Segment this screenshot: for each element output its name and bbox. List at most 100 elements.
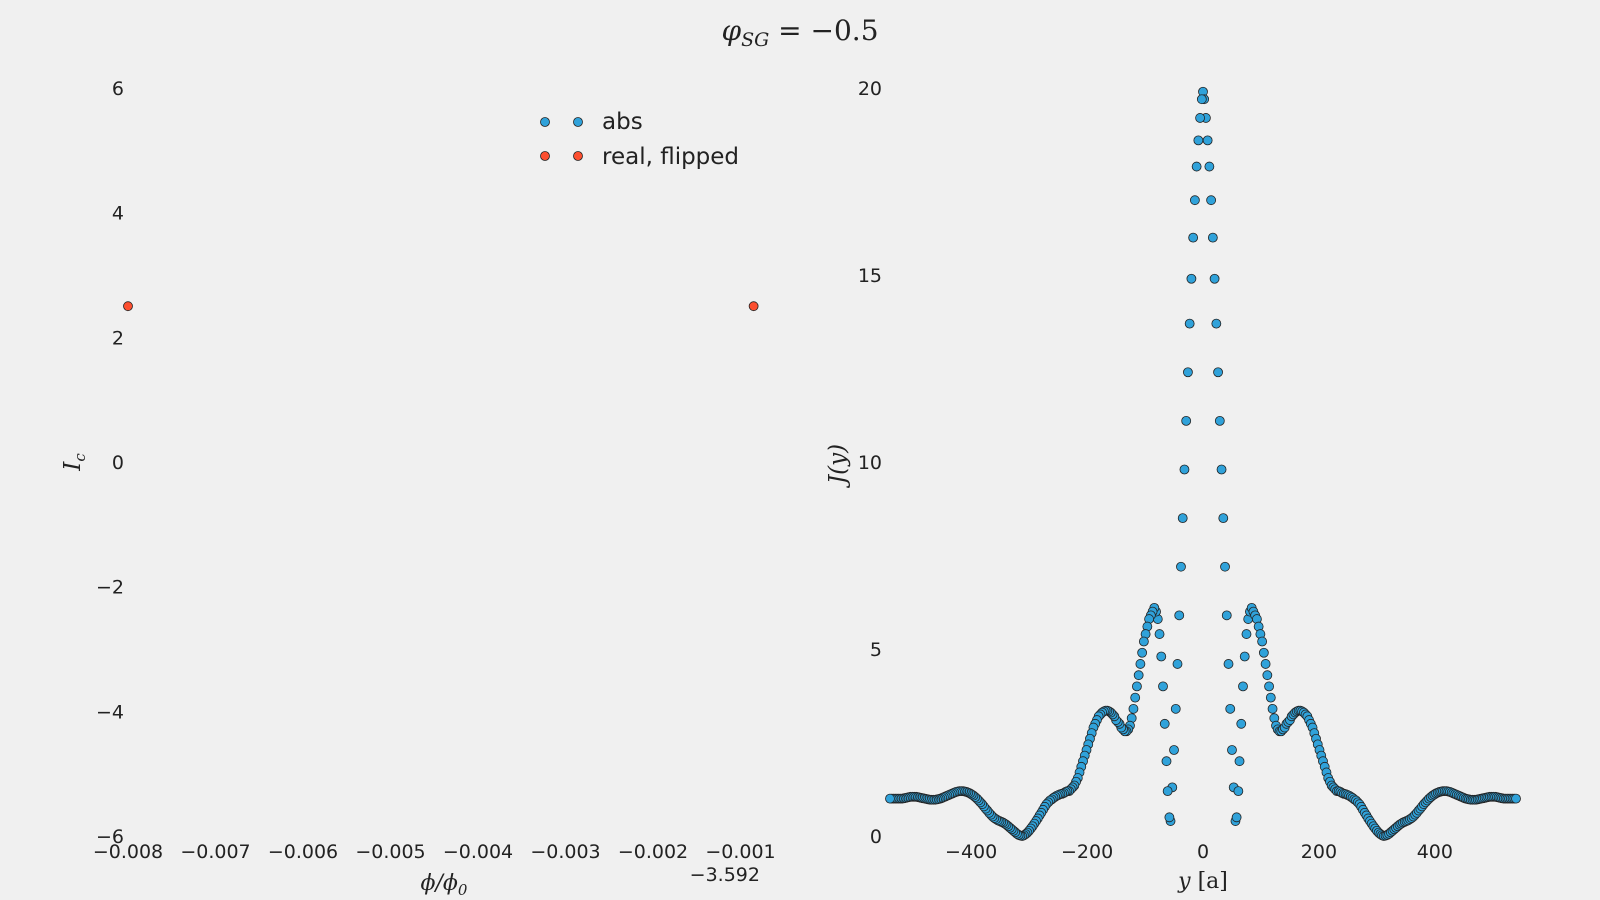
left-y-axis-label-main: I xyxy=(60,461,86,472)
right-data-point xyxy=(1223,659,1234,669)
right-data-point xyxy=(1209,273,1220,284)
right-x-axis-label-rest: [a] xyxy=(1191,869,1228,894)
right-data-point xyxy=(1128,703,1139,714)
right-data-point xyxy=(1138,636,1149,647)
right-data-point xyxy=(1262,670,1273,681)
title-main: φ xyxy=(721,14,741,47)
right-data-point xyxy=(1162,786,1173,797)
legend-label-abs: abs xyxy=(602,109,643,135)
left-y-tick-label: 0 xyxy=(112,452,124,474)
right-data-point xyxy=(1170,703,1181,714)
title-sub: SG xyxy=(741,29,769,51)
right-data-point xyxy=(1231,812,1242,823)
right-data-point xyxy=(1191,161,1202,172)
left-y-tick-labels: 6 4 2 0 −2 −4 −6 xyxy=(96,78,124,848)
right-data-point xyxy=(1132,681,1142,692)
left-x-axis-label-main: ϕ/ϕ xyxy=(421,871,458,896)
right-data-point xyxy=(1186,273,1197,284)
right-data-point xyxy=(1236,718,1247,729)
left-x-tick-label: −0.005 xyxy=(355,841,425,863)
left-x-tick-label: −0.007 xyxy=(180,841,250,863)
right-data-point xyxy=(1158,681,1168,692)
left-x-tick-label: −0.004 xyxy=(443,841,513,863)
right-data-point xyxy=(1161,756,1172,767)
left-x-axis-label-sub: 0 xyxy=(458,881,468,899)
right-data-point xyxy=(1181,415,1192,426)
right-y-tick-label: 0 xyxy=(870,826,882,848)
right-data-point xyxy=(1211,318,1222,329)
left-x-axis-label: ϕ/ϕ0 xyxy=(421,871,468,899)
right-chart: 0 5 10 15 20 −400 −200 0 200 400 y [a] J(y) xyxy=(825,78,1521,894)
legend-marker-abs-2 xyxy=(573,117,583,127)
right-data-point xyxy=(1196,94,1207,105)
right-x-tick-label: 0 xyxy=(1197,841,1209,863)
left-x-tick-label: −0.002 xyxy=(618,841,688,863)
right-data-point xyxy=(1130,692,1141,703)
left-x-tick-label: −0.001 xyxy=(705,841,775,863)
right-y-tick-label: 15 xyxy=(858,265,882,287)
legend-entry-real-flipped: real, flipped xyxy=(540,144,739,170)
right-x-tick-labels: −400 −200 0 200 400 xyxy=(945,841,1453,863)
right-x-axis-label-main: y xyxy=(1177,869,1191,894)
right-x-tick-label: 200 xyxy=(1301,841,1337,863)
right-data-point xyxy=(1202,135,1213,146)
left-y-tick-label: 2 xyxy=(112,327,124,349)
right-data-point xyxy=(1154,629,1165,639)
right-data-point xyxy=(1183,367,1193,378)
left-data-point xyxy=(123,301,133,312)
left-y-tick-label: −4 xyxy=(96,701,124,723)
right-data-point xyxy=(1214,415,1225,426)
right-data-point xyxy=(1179,464,1190,475)
right-y-tick-label: 20 xyxy=(858,78,882,100)
right-data-point xyxy=(1218,513,1229,523)
legend: abs real, flipped xyxy=(540,109,739,170)
right-x-tick-label: −400 xyxy=(945,841,997,863)
right-data-point xyxy=(1159,718,1170,729)
right-data-point xyxy=(1216,464,1227,475)
right-data-point xyxy=(1164,812,1175,823)
right-data-point xyxy=(1227,745,1237,755)
right-data-point xyxy=(1241,629,1252,639)
right-x-tick-label: −200 xyxy=(1061,841,1113,863)
right-data-point xyxy=(1220,561,1230,572)
legend-entry-abs: abs xyxy=(540,109,643,135)
right-x-axis-label: y [a] xyxy=(1177,869,1228,894)
left-y-axis-label-sub: c xyxy=(71,453,89,462)
left-y-tick-label: 4 xyxy=(112,203,124,225)
right-data-point xyxy=(1260,659,1271,669)
legend-marker-real-1 xyxy=(540,151,550,161)
left-y-tick-label: 6 xyxy=(112,78,124,100)
right-data-point xyxy=(1511,793,1521,804)
figure-title: φSG = −0.5 xyxy=(721,14,878,51)
right-data-point xyxy=(1176,561,1186,572)
right-y-tick-label: 10 xyxy=(858,452,882,474)
legend-marker-real-2 xyxy=(573,151,583,161)
right-data-point xyxy=(1135,659,1146,669)
right-data-point xyxy=(1206,195,1217,206)
right-data-point xyxy=(1195,113,1206,123)
right-data-point xyxy=(1213,367,1223,378)
right-data-point xyxy=(1204,161,1215,172)
left-x-tick-label: −0.006 xyxy=(268,841,338,863)
left-y-tick-label: −6 xyxy=(96,826,124,848)
right-data-point xyxy=(1257,636,1268,647)
right-y-tick-label: 5 xyxy=(870,639,882,661)
legend-marker-abs-1 xyxy=(540,117,550,127)
left-plot-area xyxy=(123,301,759,312)
right-data-point xyxy=(1169,745,1179,755)
left-y-axis-label: Ic xyxy=(60,453,89,472)
right-data-point xyxy=(1225,703,1236,714)
right-data-point xyxy=(1193,135,1204,146)
left-x-tick-label: −0.003 xyxy=(530,841,600,863)
left-x-tick-label: −0.008 xyxy=(93,841,163,863)
right-data-point xyxy=(1267,703,1278,714)
right-data-point xyxy=(885,793,895,804)
right-x-tick-label: 400 xyxy=(1417,841,1453,863)
right-data-point xyxy=(1188,232,1199,243)
right-data-point xyxy=(1137,647,1148,658)
left-x-tick-labels: −0.008 −0.007 −0.006 −0.005 −0.004 −0.003 −0.0… xyxy=(93,841,776,863)
right-plot-area xyxy=(885,86,1521,841)
right-data-point xyxy=(1258,647,1269,658)
